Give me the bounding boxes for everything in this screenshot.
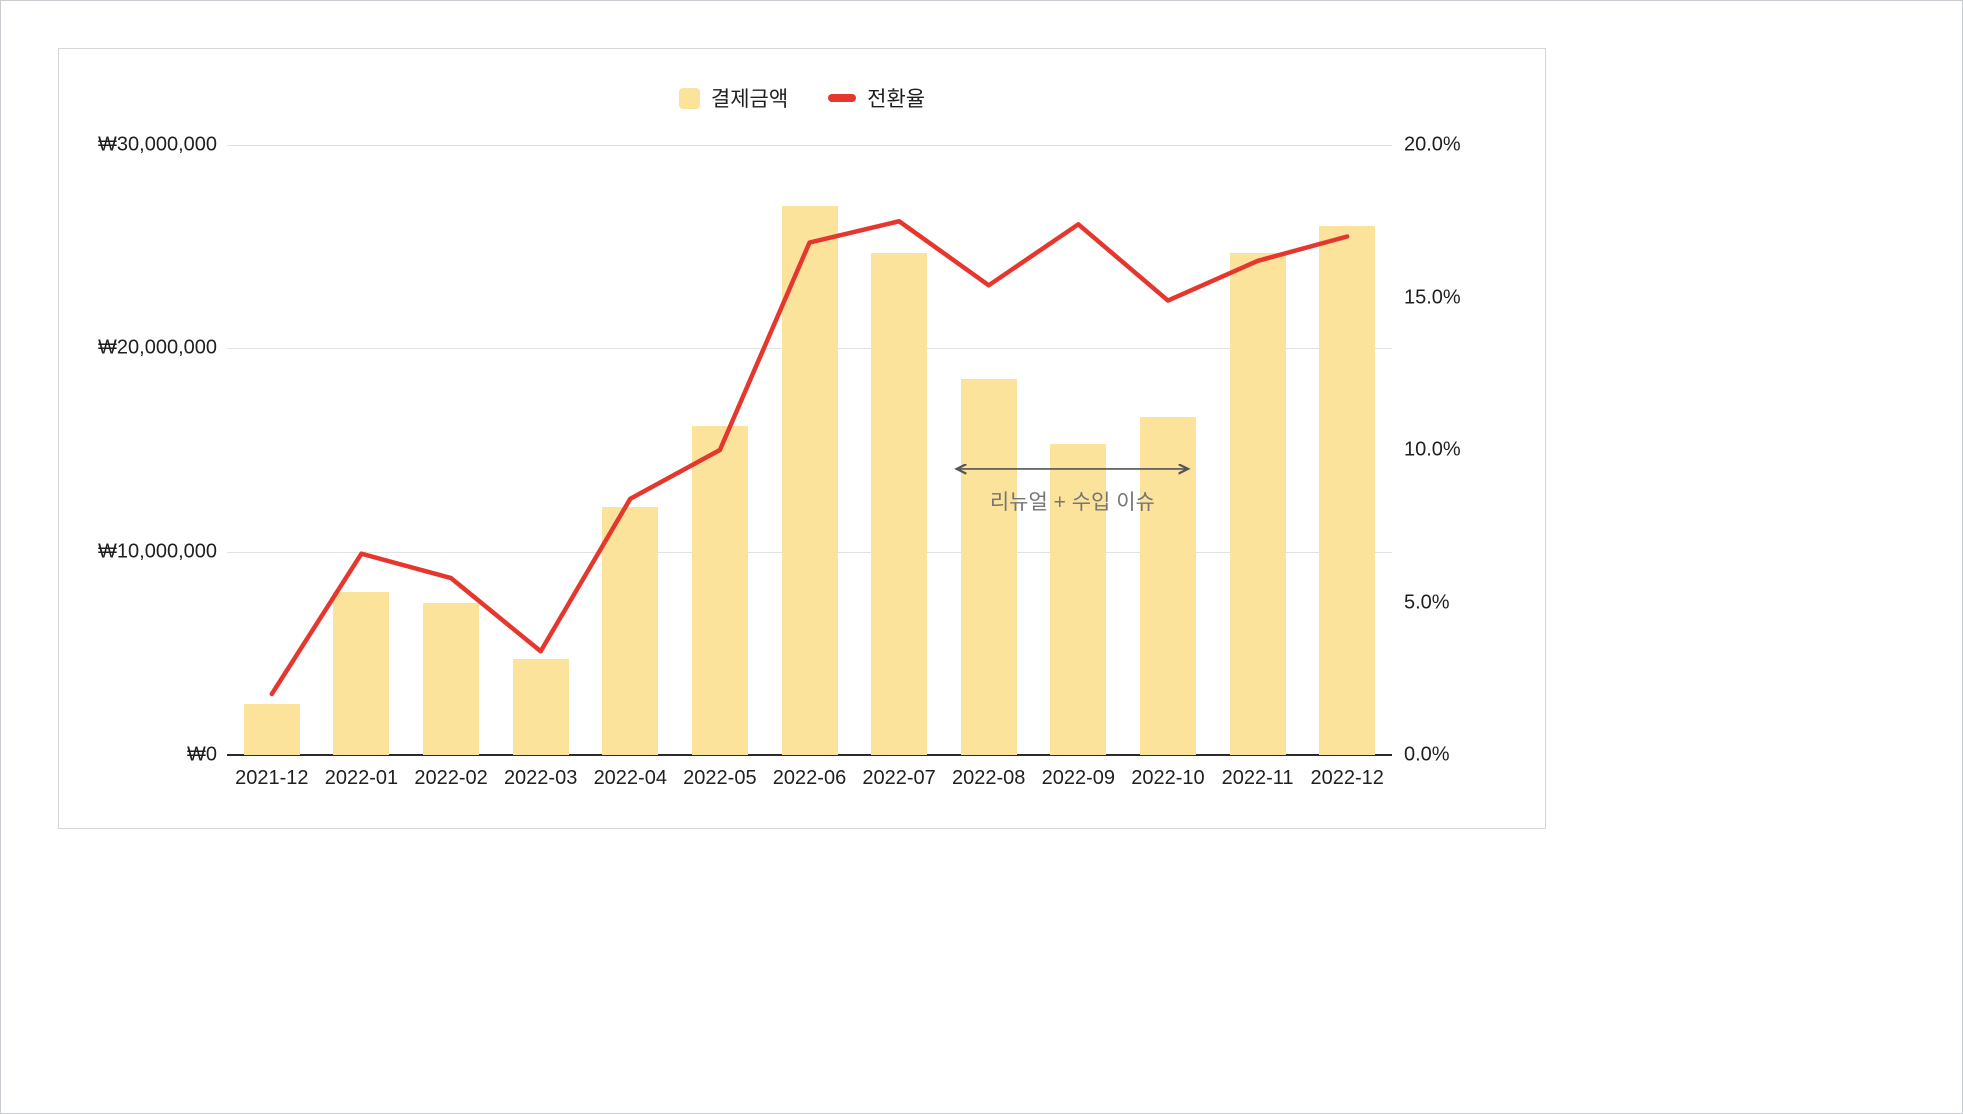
gridline [227,145,1392,146]
x-axis-tick-label: 2022-01 [324,767,399,789]
bar-2022-12 [1319,226,1376,755]
x-axis-tick-label: 2021-12 [235,767,309,789]
y-axis-right-tick-label: 10.0% [1404,438,1461,461]
x-axis-tick-label: 2022-08 [952,767,1026,789]
legend-conversion-label: 전환율 [867,88,926,111]
legend-payment-label: 결제금액 [710,88,789,111]
y-axis-left-tick-label: ₩30,000,000 [98,133,217,156]
y-axis-right-tick-label: 5.0% [1404,591,1450,613]
x-axis-tick-label: 2022-09 [1041,767,1116,789]
bar-2022-08 [960,378,1017,755]
x-axis-tick-label: 2022-06 [772,767,847,789]
bar-2021-12 [243,704,300,755]
bar-2022-09 [1050,443,1107,755]
y-axis-right-tick-label: 15.0% [1404,286,1461,308]
legend-item-payment: 결제금액 [678,83,789,113]
y-axis-left-tick-label: ₩20,000,000 [98,336,217,359]
x-axis-tick-label: 2022-07 [862,767,936,789]
y-axis-right-tick-label: 0.0% [1404,743,1450,766]
conversion-swatch-icon [828,94,857,102]
bar-2022-05 [691,425,748,755]
bar-2022-07 [871,252,928,755]
bar-2022-04 [602,506,659,755]
payment-swatch-icon [678,87,700,109]
y-axis-right-tick-label: 20.0% [1404,133,1461,156]
bar-2022-11 [1229,252,1286,755]
x-axis-tick-label: 2022-05 [683,767,757,789]
bar-2022-03 [512,659,569,755]
bar-2022-06 [781,206,838,755]
x-axis-line [227,754,1392,756]
x-axis-tick-label: 2022-12 [1310,767,1384,789]
y-axis-left-tick-label: ₩10,000,000 [98,540,217,563]
x-axis-tick-label: 2022-10 [1131,767,1205,789]
bar-2022-01 [333,592,390,755]
plot-area: ₩0 ₩10,000,000 ₩20,000,000 ₩30,000,000 0.0% 5… [98,134,1461,790]
chart-legend: 결제금액 전환율 [59,83,1545,113]
bar-2022-10 [1139,417,1196,755]
y-axis-left-tick-label: ₩0 [187,743,217,766]
legend-item-conversion: 전환율 [828,83,925,113]
x-axis-tick-label: 2022-04 [593,767,667,789]
bar-2022-02 [423,602,480,755]
chart-card: 결제금액 전환율 ₩0 ₩10,000,000 ₩20,000,000 ₩30,000… [58,48,1546,829]
x-axis-tick-label: 2022-11 [1221,767,1294,789]
x-axis-tick-label: 2022-03 [503,767,578,789]
x-axis-tick-label: 2022-02 [414,767,488,789]
